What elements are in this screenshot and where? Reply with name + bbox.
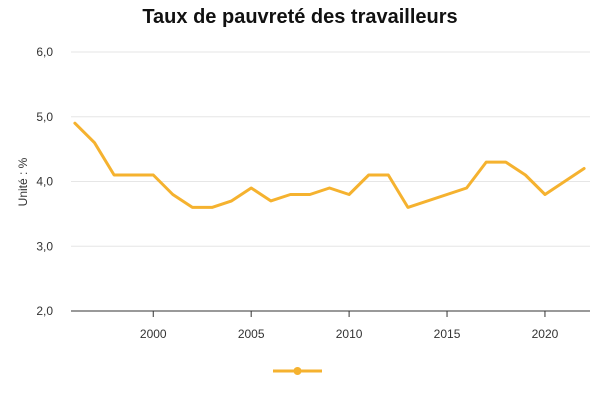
y-tick-label: 3,0 <box>36 239 53 253</box>
series-line[interactable] <box>73 121 586 209</box>
y-tick-label: 4,0 <box>36 175 53 189</box>
x-tick-label: 2010 <box>336 327 363 341</box>
y-tick-label: 2,0 <box>36 304 53 318</box>
series-layer <box>73 121 586 209</box>
x-tick-label: 2020 <box>532 327 559 341</box>
y-axis-title: Unité : % <box>16 157 30 206</box>
x-tick-label: 2015 <box>434 327 461 341</box>
grid-layer <box>71 51 590 247</box>
y-tick-label: 5,0 <box>36 110 53 124</box>
y-tick-labels: 2,0 3,0 4,0 5,0 6,0 <box>36 45 53 318</box>
legend[interactable] <box>273 367 322 375</box>
x-tick-label: 2000 <box>140 327 167 341</box>
legend-series-marker <box>293 367 302 375</box>
x-tick-labels: 2000 2005 2010 2015 2020 <box>140 311 559 341</box>
x-tick-label: 2005 <box>238 327 265 341</box>
y-tick-label: 6,0 <box>36 45 53 59</box>
chart-title: Taux de pauvreté des travailleurs <box>142 6 458 28</box>
